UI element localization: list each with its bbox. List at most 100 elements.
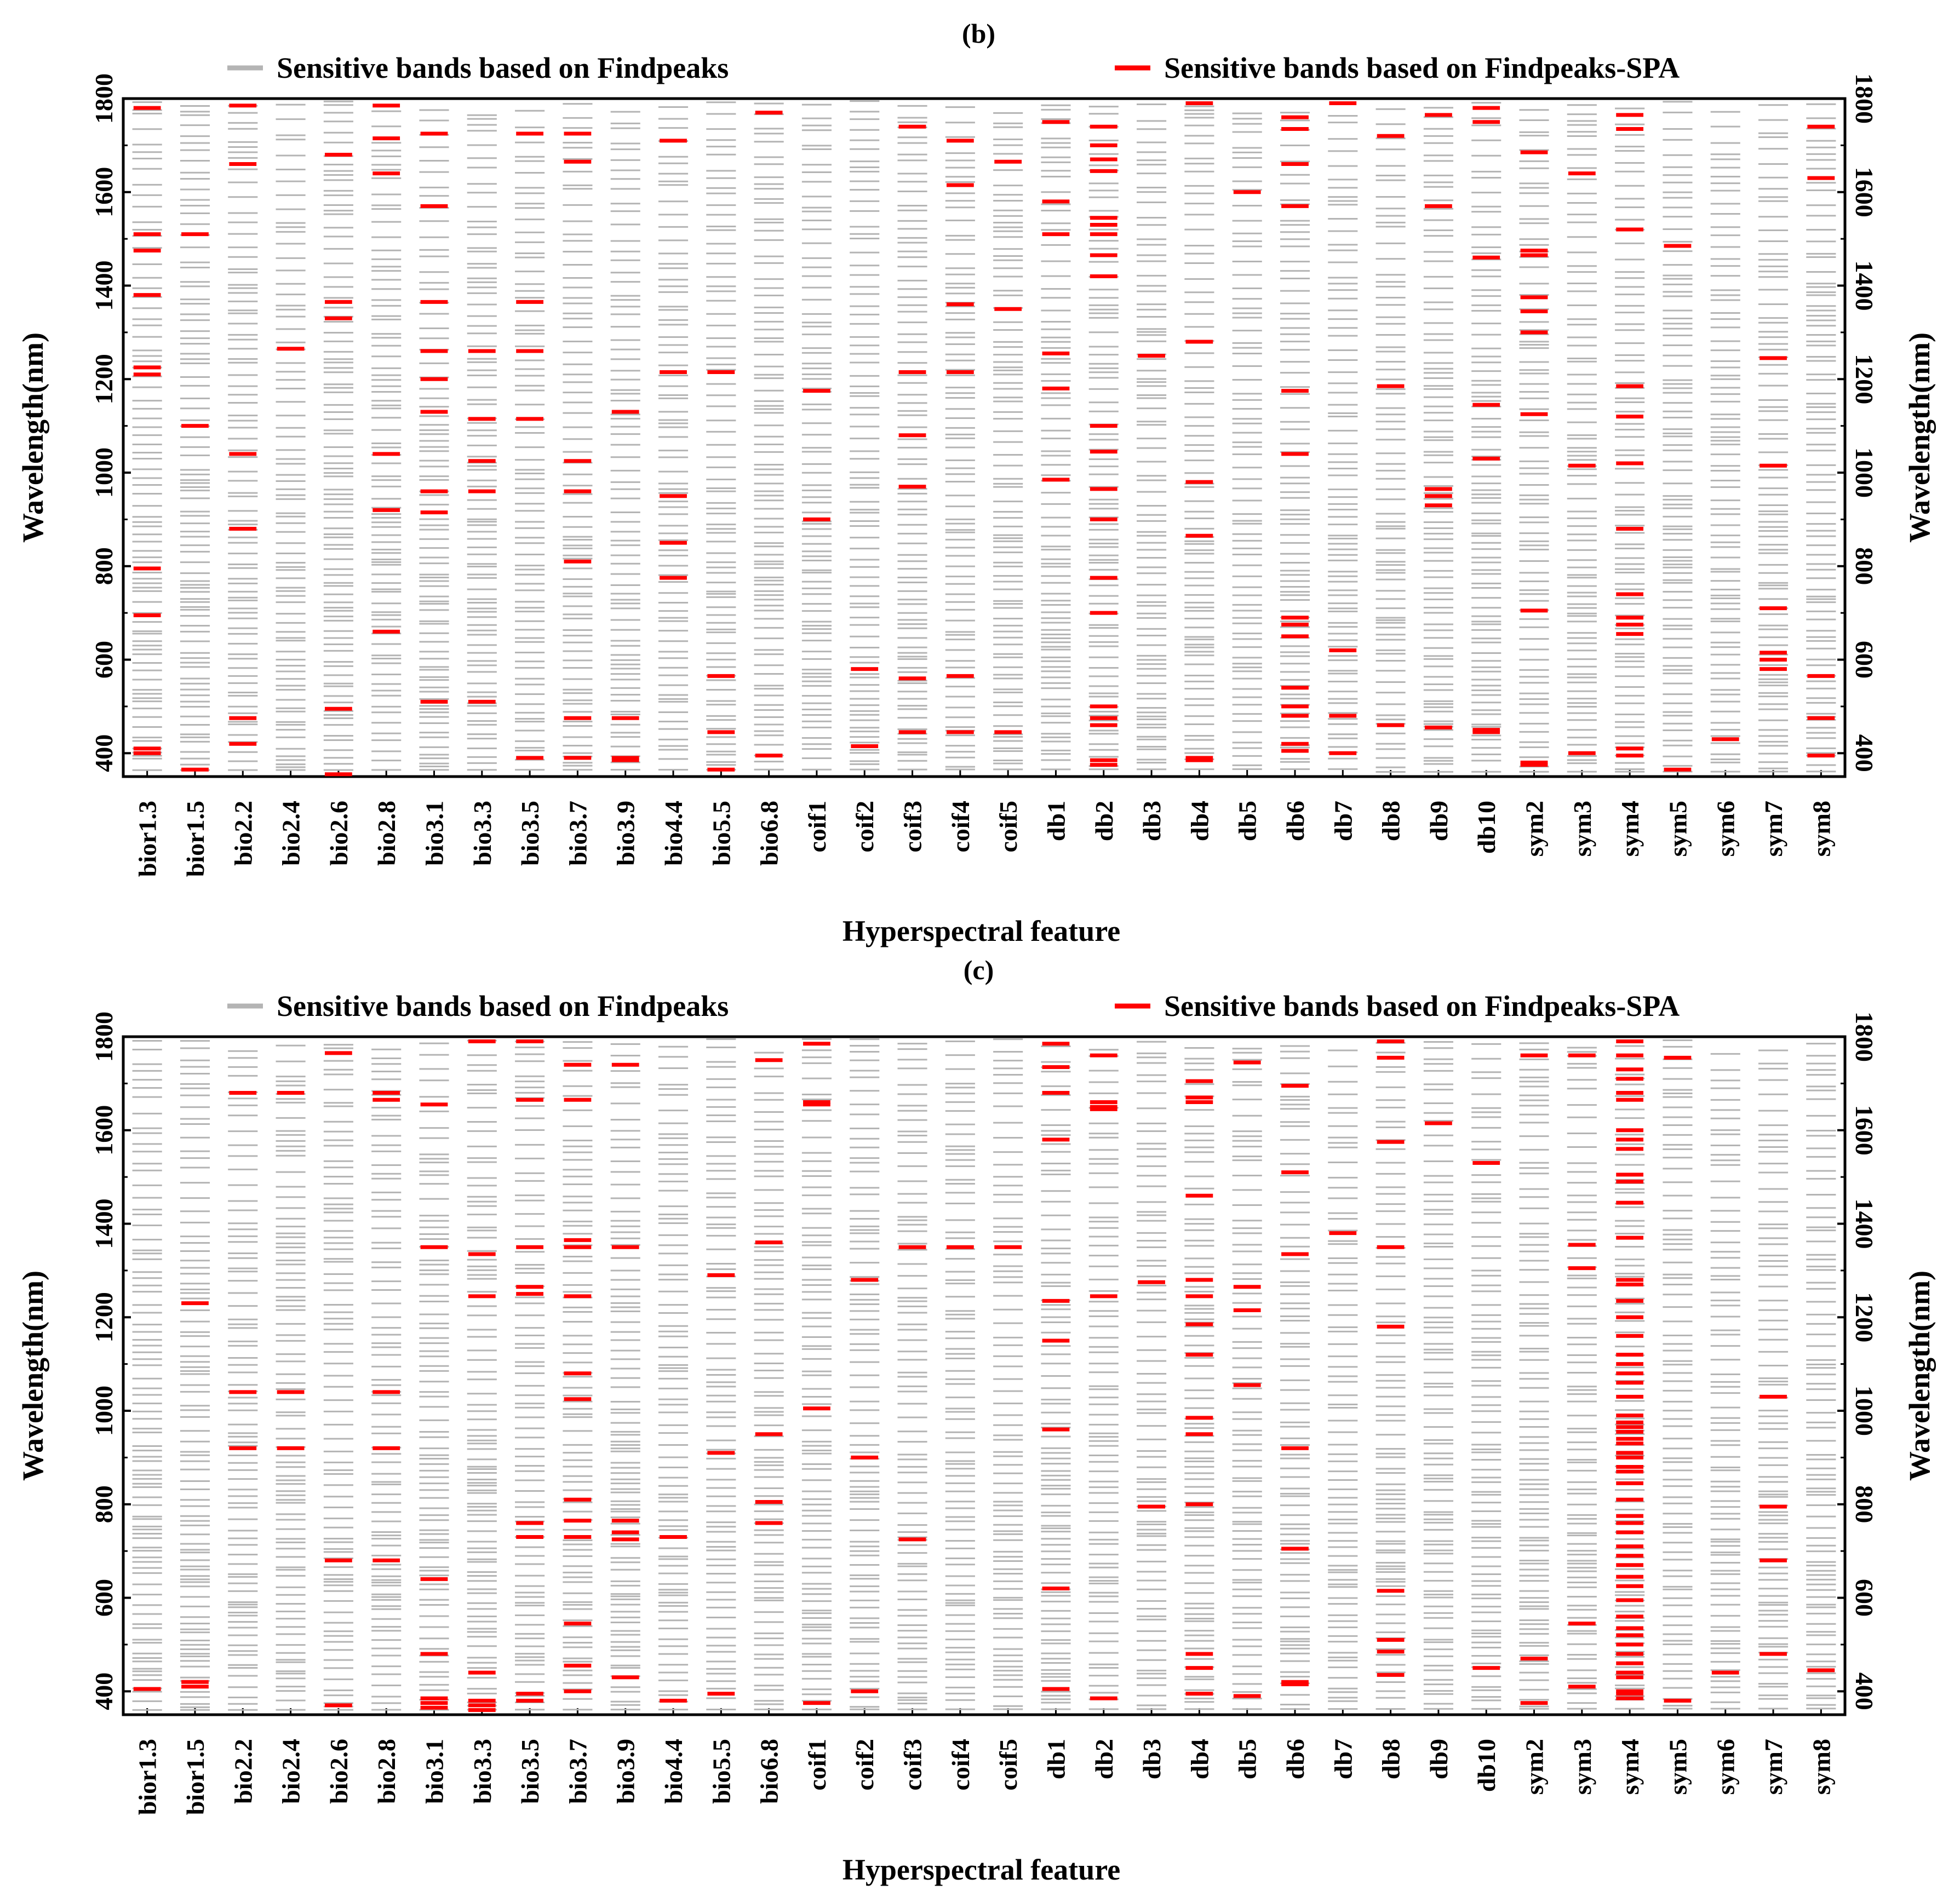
x-tick-label: sym5	[1664, 1739, 1692, 1795]
x-tick-label: bio3.1	[420, 1739, 448, 1804]
x-tick-label: sym6	[1712, 801, 1740, 857]
x-tick-label: bio3.1	[420, 801, 448, 866]
x-tick-label: bior1.5	[181, 801, 209, 877]
x-tick-label: bio2.6	[325, 801, 353, 866]
legend-label-findpeaks-spa: Sensitive bands based on Findpeaks-SPA	[1164, 990, 1680, 1022]
x-tick-label: coif1	[803, 801, 831, 853]
x-tick-label: bio3.5	[516, 801, 544, 866]
x-tick-label: bio3.7	[564, 801, 592, 866]
legend-label-findpeaks: Sensitive bands based on Findpeaks	[277, 990, 729, 1022]
y-axis-label-left: Wavelength(nm)	[16, 332, 49, 543]
x-tick-label: db5	[1234, 801, 1262, 841]
x-tick-label: sym8	[1807, 1739, 1835, 1795]
y-tick-label-left: 800	[90, 547, 118, 585]
y-tick-label-left: 1400	[90, 261, 118, 311]
x-tick-label: sym2	[1521, 1739, 1549, 1795]
x-axis-label: Hyperspectral feature	[843, 915, 1120, 947]
y-tick-label-left: 1800	[90, 1012, 118, 1062]
x-tick-label: bio2.8	[372, 801, 400, 866]
x-tick-label: bio2.6	[325, 1739, 353, 1804]
x-tick-label: bior1.3	[134, 801, 162, 877]
x-tick-label: db7	[1329, 1739, 1357, 1779]
x-tick-label: db1	[1042, 1739, 1070, 1779]
y-tick-label-right: 1000	[1850, 1386, 1878, 1436]
x-tick-label: sym4	[1616, 801, 1644, 857]
x-tick-label: bio3.3	[468, 1739, 496, 1804]
x-tick-label: db9	[1425, 801, 1453, 841]
x-tick-label: coif4	[947, 1739, 975, 1791]
y-tick-label-left: 400	[90, 1673, 118, 1710]
y-tick-label-left: 1000	[90, 447, 118, 498]
x-tick-label: db10	[1472, 1739, 1500, 1792]
x-tick-label: bio2.4	[277, 1739, 305, 1804]
x-tick-label: bio2.4	[277, 801, 305, 866]
y-tick-label-left: 1600	[90, 1105, 118, 1156]
x-tick-label: coif5	[994, 801, 1022, 853]
y-axis-label-right: Wavelength(nm)	[1903, 332, 1936, 543]
y-tick-label-right: 600	[1850, 1579, 1878, 1617]
x-tick-label: bio3.9	[612, 1739, 640, 1804]
x-tick-label: bio5.5	[707, 1739, 735, 1804]
y-tick-label-right: 1400	[1850, 261, 1878, 311]
x-tick-label: db4	[1185, 801, 1213, 841]
y-tick-label-right: 600	[1850, 641, 1878, 679]
y-tick-label-left: 1800	[90, 73, 118, 124]
y-tick-label-right: 1400	[1850, 1199, 1878, 1249]
x-tick-label: bio3.7	[564, 1739, 592, 1804]
x-tick-label: bio5.5	[707, 801, 735, 866]
x-tick-label: bio3.9	[612, 801, 640, 866]
y-tick-label-left: 1400	[90, 1199, 118, 1249]
x-tick-label: db2	[1090, 1739, 1118, 1779]
y-tick-label-left: 1200	[90, 1292, 118, 1342]
x-tick-label: db8	[1377, 801, 1405, 841]
x-tick-label: db8	[1377, 1739, 1405, 1779]
y-tick-label-right: 1200	[1850, 354, 1878, 404]
panel-title: (c)	[964, 955, 994, 985]
y-tick-label-right: 400	[1850, 1673, 1878, 1710]
x-tick-label: db3	[1138, 801, 1166, 841]
y-tick-label-right: 1800	[1850, 73, 1878, 124]
x-tick-label: coif2	[851, 801, 879, 853]
y-tick-label-left: 600	[90, 641, 118, 679]
x-tick-label: bio3.3	[468, 801, 496, 866]
x-tick-label: coif3	[899, 1739, 927, 1791]
legend-label-findpeaks-spa: Sensitive bands based on Findpeaks-SPA	[1164, 51, 1680, 84]
y-tick-label-right: 800	[1850, 1485, 1878, 1523]
x-tick-label: sym4	[1616, 1739, 1644, 1795]
x-tick-label: db9	[1425, 1739, 1453, 1779]
y-axis-label-right: Wavelength(nm)	[1903, 1271, 1936, 1481]
x-tick-label: coif2	[851, 1739, 879, 1791]
y-tick-label-left: 600	[90, 1579, 118, 1617]
plot-frame	[122, 97, 1847, 778]
y-tick-label-left: 1200	[90, 354, 118, 404]
y-tick-label-right: 1000	[1850, 447, 1878, 498]
x-tick-label: bio6.8	[755, 801, 783, 866]
y-axis-label-left: Wavelength(nm)	[16, 1271, 49, 1481]
plot-frame	[122, 1035, 1847, 1716]
y-tick-label-left: 1000	[90, 1386, 118, 1436]
x-tick-label: db5	[1234, 1739, 1262, 1779]
legend-label-findpeaks: Sensitive bands based on Findpeaks	[277, 51, 729, 84]
y-tick-label-left: 1600	[90, 167, 118, 217]
x-tick-label: bior1.3	[134, 1739, 162, 1815]
x-tick-label: bior1.5	[181, 1739, 209, 1815]
x-tick-label: coif5	[994, 1739, 1022, 1791]
x-tick-label: bio2.8	[372, 1739, 400, 1804]
x-tick-label: db6	[1281, 801, 1309, 841]
x-tick-label: db1	[1042, 801, 1070, 841]
y-tick-label-right: 800	[1850, 547, 1878, 585]
x-axis-label: Hyperspectral feature	[843, 1853, 1120, 1886]
x-tick-label: bio2.2	[229, 801, 257, 866]
x-tick-label: bio4.4	[660, 1739, 687, 1804]
x-tick-label: sym3	[1568, 1739, 1596, 1795]
x-tick-label: bio3.5	[516, 1739, 544, 1804]
x-tick-label: db6	[1281, 1739, 1309, 1779]
x-tick-label: sym5	[1664, 801, 1692, 857]
x-tick-label: sym7	[1760, 1739, 1787, 1795]
x-tick-label: db4	[1185, 1739, 1213, 1779]
panel-title: (b)	[962, 18, 995, 49]
x-tick-label: db10	[1472, 801, 1500, 854]
y-tick-label-right: 400	[1850, 734, 1878, 772]
x-tick-label: bio6.8	[755, 1739, 783, 1804]
